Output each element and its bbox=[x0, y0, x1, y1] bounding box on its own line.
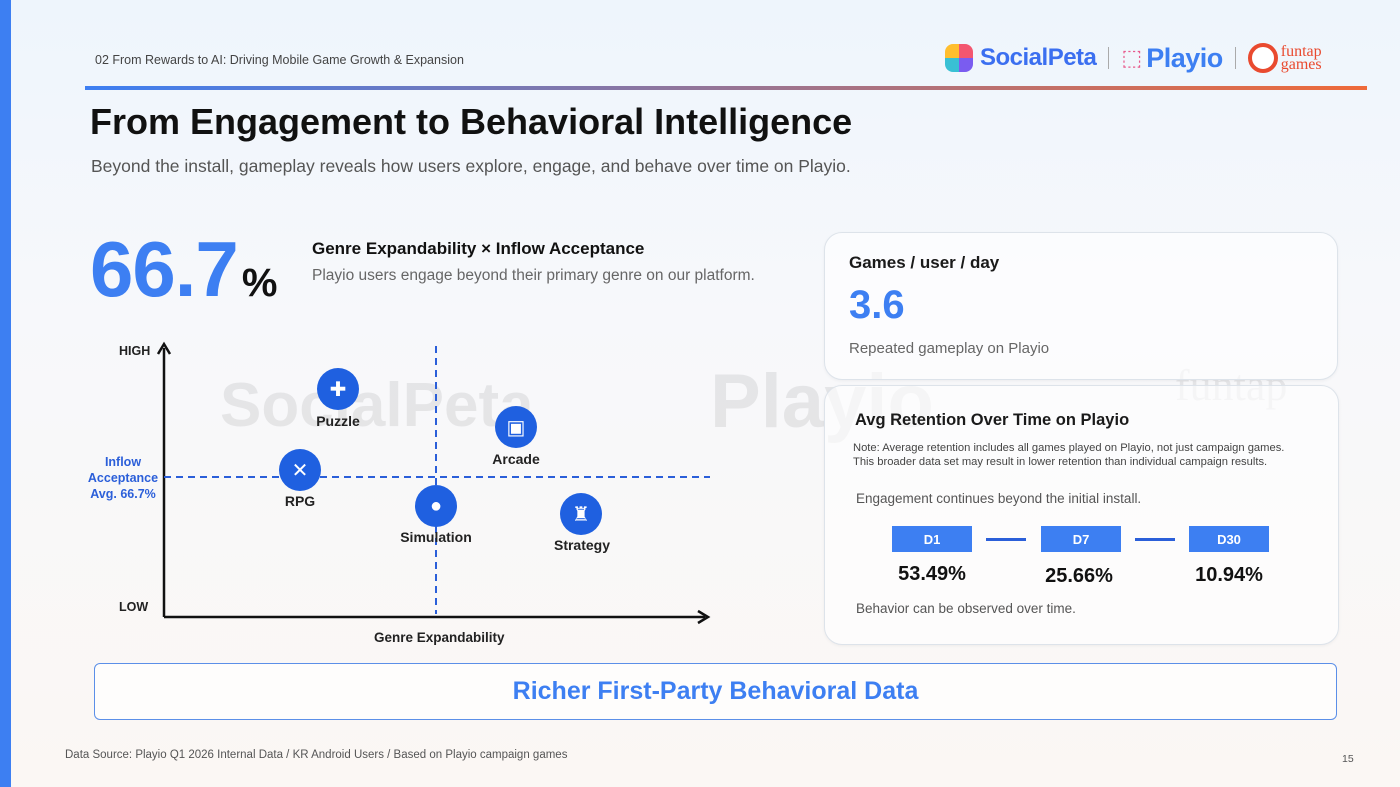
x-axis-label: Genre Expandability bbox=[374, 630, 505, 645]
genre-label-arcade: Arcade bbox=[492, 451, 540, 467]
retention-badge-d1: D1 bbox=[892, 526, 972, 552]
genre-label-puzzle: Puzzle bbox=[316, 413, 360, 429]
genre-label-strategy: Strategy bbox=[553, 537, 611, 553]
games-per-user-heading: Games / user / day bbox=[849, 253, 1000, 272]
accent-side-bar bbox=[0, 0, 11, 787]
page-number: 15 bbox=[1342, 753, 1354, 765]
x-axis-arrow bbox=[697, 609, 711, 625]
retention-note: Note: Average retention includes all gam… bbox=[853, 442, 1285, 468]
socialpeta-logo-icon bbox=[945, 44, 973, 72]
partner-logos: SocialPeta ⬚ Playio funtap games bbox=[945, 38, 1322, 78]
retention-card: Avg Retention Over Time on Playio Note: … bbox=[824, 385, 1339, 645]
funtap-swirl-icon bbox=[1247, 43, 1278, 73]
playio-logo-text: Playio bbox=[1146, 42, 1223, 73]
retention-value-d7: 25.66% bbox=[1045, 565, 1113, 587]
headline-stat-value: 66.7 bbox=[90, 225, 239, 313]
y-axis-low-label: LOW bbox=[119, 600, 149, 614]
headline-stat-heading: Genre Expandability × Inflow Acceptance bbox=[312, 239, 645, 258]
playio-logo: ⬚ Playio bbox=[1121, 42, 1223, 74]
logo-divider bbox=[1108, 47, 1110, 69]
funtap-logo-text: funtap games bbox=[1280, 43, 1322, 73]
headline-stat-description: Playio users engage beyond their primary… bbox=[312, 267, 755, 284]
page-title: From Engagement to Behavioral Intelligen… bbox=[90, 101, 853, 142]
games-per-user-description: Repeated gameplay on Playio bbox=[849, 340, 1050, 357]
chess-rook-icon: ♜ bbox=[560, 493, 602, 535]
retention-value-d30: 10.94% bbox=[1195, 564, 1263, 586]
retention-heading: Avg Retention Over Time on Playio bbox=[855, 411, 1130, 429]
section-label: 02 From Rewards to AI: Driving Mobile Ga… bbox=[95, 53, 464, 67]
gamepad-icon: ⬚ bbox=[1121, 45, 1143, 70]
games-per-user-value: 3.6 bbox=[849, 283, 905, 327]
crossed-swords-icon: ✕ bbox=[279, 449, 321, 491]
socialpeta-logo-text: SocialPeta bbox=[980, 44, 1097, 71]
headline-stat-unit: % bbox=[241, 261, 278, 305]
retention-engagement-text: Engagement continues beyond the initial … bbox=[856, 491, 1142, 506]
retention-value-d1: 53.49% bbox=[898, 563, 966, 585]
inflow-acceptance-label: Inflow Acceptance Avg. 66.7% bbox=[87, 455, 159, 501]
y-axis-high-label: HIGH bbox=[119, 344, 151, 358]
logo-divider bbox=[1234, 47, 1236, 69]
funtap-logo: funtap games bbox=[1247, 43, 1322, 73]
page-subtitle: Beyond the install, gameplay reveals how… bbox=[91, 156, 851, 176]
retention-connector bbox=[986, 538, 1026, 541]
headline-stat: 66.7% bbox=[90, 224, 277, 315]
socialpeta-logo: SocialPeta bbox=[945, 44, 1097, 72]
header-divider bbox=[85, 86, 1367, 90]
genre-label-simulation: Simulation bbox=[400, 529, 472, 545]
retention-footer: Behavior can be observed over time. bbox=[856, 601, 1076, 616]
games-per-user-card: Games / user / day 3.6 Repeated gameplay… bbox=[824, 232, 1338, 380]
retention-badge-d30: D30 bbox=[1189, 526, 1269, 552]
genre-label-rpg: RPG bbox=[284, 493, 316, 509]
retention-badge-d7: D7 bbox=[1041, 526, 1121, 552]
person-icon: ● bbox=[415, 485, 457, 527]
y-axis-arrow bbox=[156, 341, 172, 355]
retention-connector bbox=[1135, 538, 1175, 541]
puzzle-icon: ✚ bbox=[317, 368, 359, 410]
handheld-console-icon: ▣ bbox=[495, 406, 537, 448]
data-source-note: Data Source: Playio Q1 2026 Internal Dat… bbox=[65, 749, 568, 761]
summary-banner: Richer First-Party Behavioral Data bbox=[94, 663, 1337, 720]
